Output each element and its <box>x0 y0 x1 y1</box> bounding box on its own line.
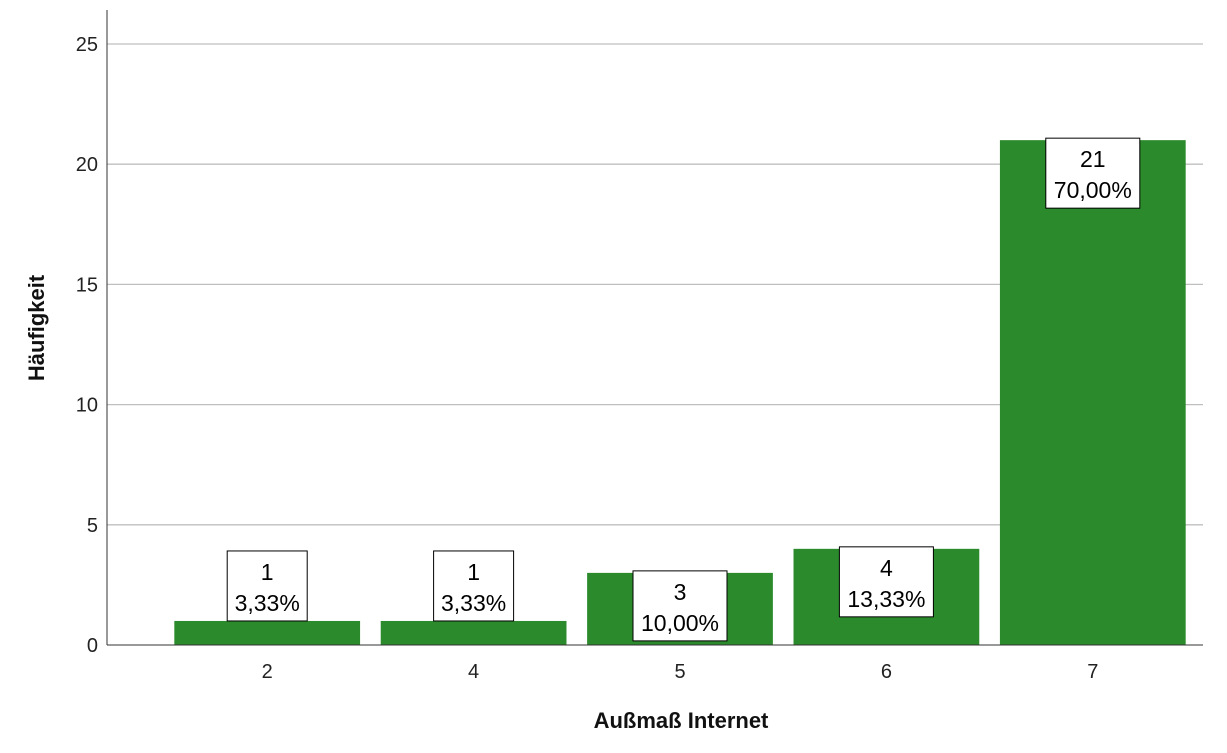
bar <box>380 620 567 645</box>
data-label-count: 1 <box>261 559 274 585</box>
data-label-box <box>632 570 728 642</box>
data-label-percent: 3,33% <box>441 590 506 616</box>
data-label-count: 3 <box>674 579 687 605</box>
x-tick-label: 7 <box>1087 661 1098 683</box>
data-label-box <box>1045 137 1141 209</box>
x-tick-label: 4 <box>468 661 479 683</box>
axes <box>106 10 1203 646</box>
x-tick-label: 2 <box>262 661 273 683</box>
data-label-percent: 13,33% <box>847 586 925 612</box>
data-label-percent: 3,33% <box>235 590 300 616</box>
bar <box>999 140 1186 645</box>
y-axis-title: Häufigkeit <box>24 274 49 381</box>
bars <box>174 140 1186 645</box>
data-label-count: 21 <box>1080 146 1106 172</box>
bar <box>174 620 361 645</box>
y-tick-label: 15 <box>76 274 98 296</box>
x-tick-labels: 2 4 5 6 7 <box>262 661 1099 683</box>
data-label-percent: 10,00% <box>641 610 719 636</box>
y-tick-labels: 0 5 10 15 20 25 <box>76 34 98 657</box>
x-tick-label: 5 <box>674 661 685 683</box>
y-tick-label: 0 <box>87 635 98 657</box>
data-label-count: 4 <box>880 555 893 581</box>
data-label-percent: 70,00% <box>1054 177 1132 203</box>
x-tick-label: 6 <box>881 661 892 683</box>
data-label-box <box>226 550 308 622</box>
y-tick-label: 10 <box>76 395 98 417</box>
y-tick-label: 20 <box>76 154 98 176</box>
y-tick-label: 25 <box>76 34 98 56</box>
data-label-box <box>433 550 515 622</box>
x-axis-title: Außmaß Internet <box>594 708 769 733</box>
y-tick-label: 5 <box>87 515 98 537</box>
data-label-box <box>838 546 934 618</box>
data-label-count: 1 <box>467 559 480 585</box>
